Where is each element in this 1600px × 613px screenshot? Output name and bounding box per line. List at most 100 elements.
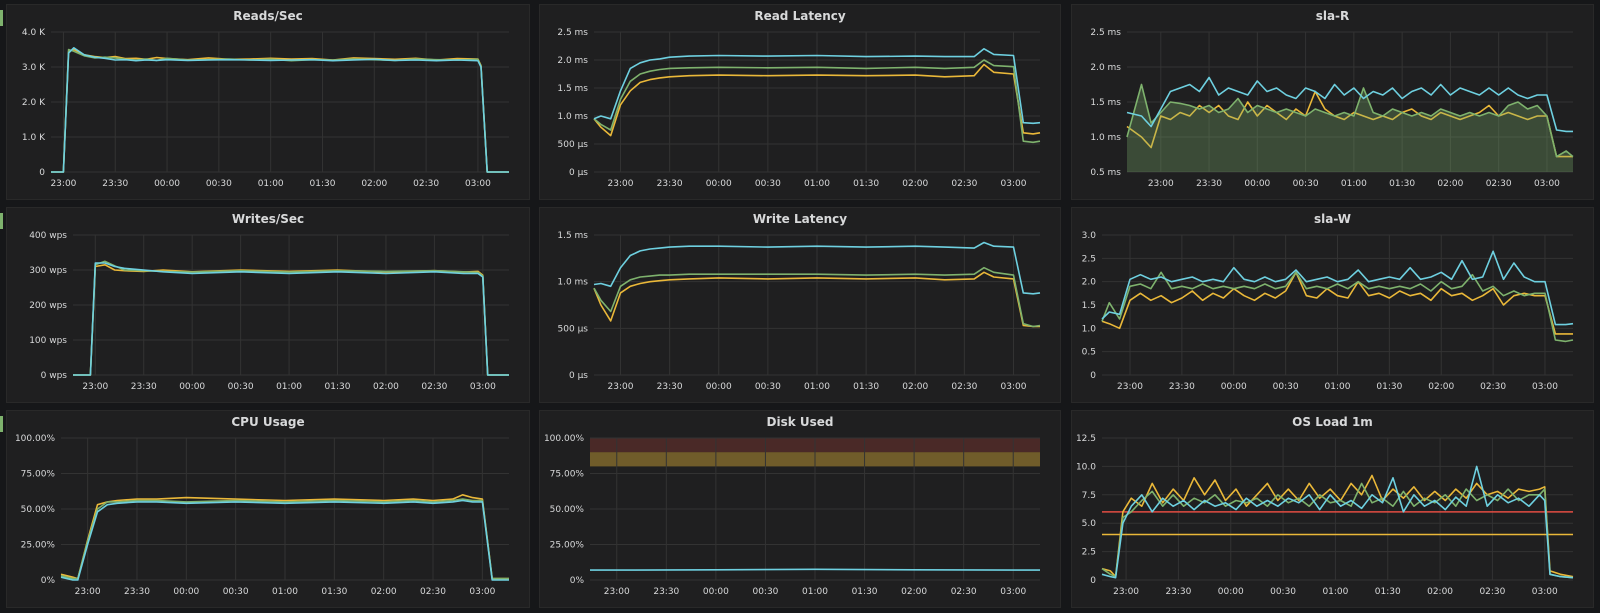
- chart-canvas: 0 µs 500 µs 1.0 ms 1.5 ms 23:00 23:30 00:00 00:…: [557, 231, 1041, 392]
- y-tick-label: 500 µs: [558, 324, 589, 334]
- y-tick-label: 2.0 K: [22, 98, 46, 108]
- y-tick-label: 1.0 ms: [557, 278, 588, 288]
- chart-canvas: 0% 25.00% 50.00% 75.00% 100.00% 23:00 23:30 00:…: [544, 434, 1040, 597]
- y-tick-label: 1.5 ms: [1090, 98, 1121, 108]
- y-tick-label: 500 µs: [558, 140, 589, 150]
- x-tick-label: 02:00: [1427, 587, 1453, 597]
- x-tick-label: 02:30: [1480, 382, 1506, 392]
- series-line-green: [1126, 83, 1574, 158]
- series-line-cyan: [593, 241, 1041, 295]
- x-tick-label: 02:30: [420, 587, 446, 597]
- x-tick-label: 02:30: [421, 382, 447, 392]
- y-tick-label: 100.00%: [15, 434, 55, 444]
- chart-canvas: 0 2.5 5.0 7.5 10.0 12.5 23:00 23:30 00:00 00:30 01…: [1076, 434, 1574, 597]
- panel-title: Read Latency: [754, 9, 846, 23]
- x-tick-label: 23:00: [1113, 587, 1139, 597]
- x-tick-label: 02:30: [1486, 179, 1512, 189]
- x-tick-label: 23:00: [1148, 179, 1174, 189]
- x-tick-label: 02:00: [902, 179, 928, 189]
- y-tick-label: 0: [1090, 576, 1096, 586]
- x-tick-label: 02:30: [1479, 587, 1505, 597]
- panel-read-latency[interactable]: Read Latency 0 µs 500 µs 1.0 ms 1.5 ms 2.0 m…: [539, 4, 1061, 200]
- y-tick-label: 0 µs: [569, 168, 588, 178]
- x-tick-label: 00:00: [1221, 382, 1247, 392]
- y-tick-label: 1.0 ms: [557, 112, 588, 122]
- x-tick-label: 01:30: [310, 179, 336, 189]
- y-tick-label: 1.5: [1082, 301, 1096, 311]
- x-tick-label: 00:00: [1218, 587, 1244, 597]
- x-tick-label: 00:30: [228, 382, 254, 392]
- x-tick-label: 01:00: [802, 587, 828, 597]
- x-tick-label: 03:00: [1001, 382, 1027, 392]
- series-line-yellow: [1101, 474, 1574, 578]
- x-tick-label: 23:30: [1165, 587, 1191, 597]
- panel-title: sla-R: [1315, 9, 1350, 23]
- series-line-yellow: [1101, 271, 1573, 335]
- chart-canvas: 0 µs 500 µs 1.0 ms 1.5 ms 2.0 ms 2.5 ms 23:00 2…: [557, 28, 1041, 189]
- x-tick-label: 03:00: [1532, 587, 1558, 597]
- panel-os-load-1m[interactable]: OS Load 1m 0 2.5 5.0 7.5 10.0 12.5 23:00 23:30 0…: [1071, 410, 1594, 608]
- y-tick-label: 0.5: [1082, 348, 1096, 358]
- y-tick-label: 0%: [570, 576, 585, 586]
- panel-title: sla-W: [1313, 212, 1352, 226]
- x-tick-label: 03:00: [465, 179, 491, 189]
- y-tick-label: 2.0 ms: [557, 56, 588, 66]
- panel-reads-per-sec[interactable]: Reads/Sec 0 1.0 K 2.0 K 3.0 K 4.0 K 23:00 23:3…: [6, 4, 530, 200]
- y-tick-label: 75.00%: [550, 470, 585, 480]
- y-tick-label: 2.5: [1082, 254, 1096, 264]
- panel-writes-per-sec[interactable]: Writes/Sec 0 wps 100 wps 200 wps 300 wps 400…: [6, 207, 530, 403]
- chart-canvas: 0 0.5 1.0 1.5 2.0 2.5 3.0 23:00 23:30 00:00 00:30 0…: [1082, 231, 1574, 392]
- y-tick-label: 1.5 ms: [557, 84, 588, 94]
- y-tick-label: 5.0: [1082, 519, 1097, 529]
- x-tick-label: 01:30: [853, 382, 879, 392]
- x-tick-label: 00:00: [706, 179, 732, 189]
- y-tick-label: 0%: [41, 576, 56, 586]
- x-tick-label: 01:30: [852, 587, 878, 597]
- series-line-cyan: [51, 47, 509, 173]
- y-tick-label: 12.5: [1076, 434, 1096, 444]
- x-tick-label: 01:00: [276, 382, 302, 392]
- row-marker-3: [0, 416, 3, 432]
- x-tick-label: 02:00: [902, 382, 928, 392]
- x-tick-label: 23:30: [657, 179, 683, 189]
- series-line-cyan: [73, 262, 509, 376]
- panel-cpu-usage[interactable]: CPU Usage 0% 25.00% 50.00% 75.00% 100.00% 23:…: [6, 410, 530, 608]
- y-tick-label: 1.0 K: [22, 133, 46, 143]
- panel-title: OS Load 1m: [1292, 415, 1373, 429]
- series-line-yellow: [60, 494, 509, 580]
- y-tick-label: 100 wps: [29, 336, 67, 346]
- panel-write-latency[interactable]: Write Latency 0 µs 500 µs 1.0 ms 1.5 ms 23:0…: [539, 207, 1061, 403]
- chart-canvas: 0.5 ms 1.0 ms 1.5 ms 2.0 ms 2.5 ms 23:00 23:30…: [1090, 28, 1574, 189]
- x-tick-label: 23:30: [653, 587, 679, 597]
- panel-sla-r[interactable]: sla-R 0.5 ms 1.0 ms 1.5 ms 2.0 ms 2.5 ms 23:0…: [1071, 4, 1594, 200]
- x-tick-label: 01:30: [1389, 179, 1415, 189]
- x-tick-label: 00:30: [206, 179, 232, 189]
- x-tick-label: 02:00: [371, 587, 397, 597]
- x-tick-label: 00:30: [1293, 179, 1319, 189]
- y-tick-label: 50.00%: [550, 505, 585, 515]
- x-tick-label: 23:00: [1117, 382, 1143, 392]
- series-line-cyan: [60, 499, 509, 581]
- x-tick-label: 03:00: [469, 587, 495, 597]
- panel-sla-w[interactable]: sla-W 0 0.5 1.0 1.5 2.0 2.5 3.0 23:00 23:30 00:00…: [1071, 207, 1594, 403]
- y-tick-label: 100.00%: [544, 434, 584, 444]
- y-tick-label: 0 µs: [569, 371, 588, 381]
- x-tick-label: 00:00: [154, 179, 180, 189]
- row-marker-1: [0, 10, 3, 26]
- panel-disk-used[interactable]: Disk Used 0% 25.00% 50.00% 75.00% 100.00% 23:…: [539, 410, 1061, 608]
- y-tick-label: 25.00%: [21, 541, 56, 551]
- x-tick-label: 23:30: [102, 179, 128, 189]
- series-line-green: [593, 266, 1041, 328]
- y-tick-label: 2.0 ms: [1090, 63, 1121, 73]
- x-tick-label: 23:00: [75, 587, 101, 597]
- x-tick-label: 02:00: [361, 179, 387, 189]
- series-line-green: [1101, 271, 1574, 343]
- y-tick-label: 7.5: [1082, 491, 1096, 501]
- x-tick-label: 00:30: [1273, 382, 1299, 392]
- y-tick-label: 0 wps: [41, 371, 68, 381]
- series-line-yellow: [593, 271, 1040, 328]
- x-tick-label: 01:00: [272, 587, 298, 597]
- panel-title: Writes/Sec: [231, 212, 305, 226]
- series-line-yellow: [1126, 90, 1573, 158]
- y-tick-label: 300 wps: [29, 266, 67, 276]
